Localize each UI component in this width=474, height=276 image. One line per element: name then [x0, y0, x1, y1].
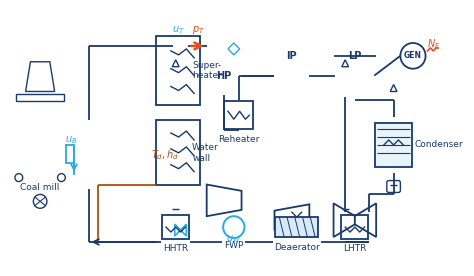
Bar — [66, 145, 74, 163]
Text: Water
wall: Water wall — [192, 143, 219, 163]
Text: HHTR: HHTR — [163, 244, 188, 253]
Text: LP: LP — [348, 51, 362, 61]
Bar — [375, 123, 412, 167]
Polygon shape — [207, 185, 242, 216]
Circle shape — [57, 174, 65, 182]
Bar — [156, 120, 200, 185]
Text: $T_d, h_d$: $T_d, h_d$ — [152, 148, 180, 162]
FancyBboxPatch shape — [387, 181, 401, 192]
Polygon shape — [173, 60, 179, 67]
Text: Coal mill: Coal mill — [20, 184, 60, 192]
Text: $u_W$: $u_W$ — [226, 233, 241, 245]
Polygon shape — [342, 60, 348, 67]
Polygon shape — [334, 203, 355, 237]
Bar — [156, 36, 200, 105]
Text: $u_T$: $u_T$ — [172, 24, 185, 36]
Circle shape — [223, 216, 245, 238]
Bar — [341, 215, 368, 239]
Text: $N_E$: $N_E$ — [427, 37, 440, 51]
Text: IP: IP — [287, 51, 297, 61]
Text: Super-
heater: Super- heater — [192, 61, 222, 80]
Text: LHTR: LHTR — [343, 244, 366, 253]
Circle shape — [401, 43, 426, 69]
Text: $p_T$: $p_T$ — [192, 24, 205, 36]
Text: HP: HP — [217, 71, 232, 81]
Text: Condenser: Condenser — [415, 140, 464, 149]
Polygon shape — [355, 203, 376, 237]
Text: $u_B$: $u_B$ — [65, 134, 77, 146]
Text: GEN: GEN — [404, 51, 422, 60]
Bar — [275, 217, 318, 237]
Polygon shape — [16, 94, 64, 101]
Polygon shape — [26, 62, 55, 91]
Text: Reheater: Reheater — [218, 135, 259, 144]
Bar — [162, 215, 189, 239]
Polygon shape — [175, 224, 186, 236]
Circle shape — [15, 174, 23, 182]
Text: FWP: FWP — [224, 241, 244, 250]
Polygon shape — [274, 204, 310, 236]
Text: Deaerator: Deaerator — [274, 243, 319, 252]
Polygon shape — [390, 84, 397, 91]
Bar — [224, 101, 253, 129]
